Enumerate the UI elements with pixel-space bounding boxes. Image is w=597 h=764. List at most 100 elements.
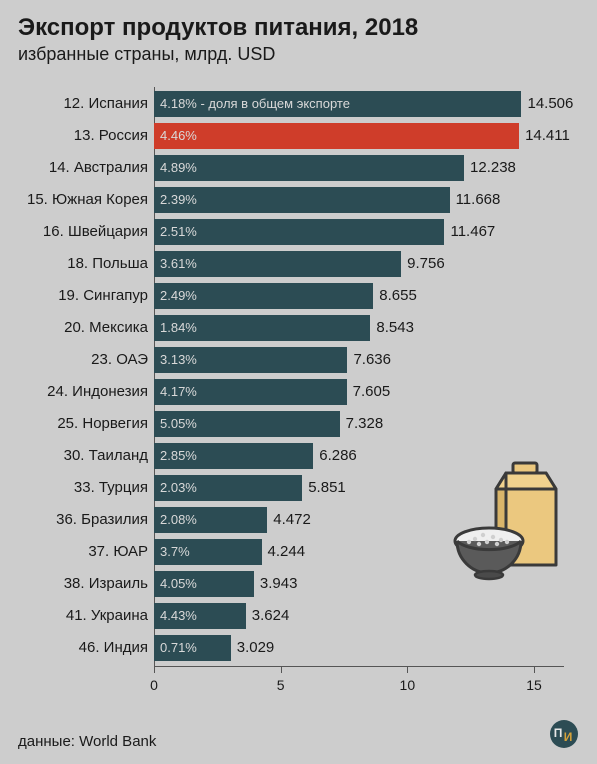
chart-title: Экспорт продуктов питания, 2018 [18, 14, 579, 42]
table-row: 12. Испания 4.18% - доля в общем экспорте… [18, 91, 579, 123]
bar-value-label: 14.411 [525, 123, 570, 149]
bar: 2.39% [154, 187, 450, 213]
country-label: 12. Испания [18, 91, 148, 117]
bar: 4.43% [154, 603, 246, 629]
country-label: 41. Украина [18, 603, 148, 629]
table-row: 20. Мексика 1.84% 8.543 [18, 315, 579, 347]
bar-pct-label: 2.51% [160, 219, 197, 245]
bar-pct-label: 4.46% [160, 123, 197, 149]
table-row: 14. Австралия 4.89% 12.238 [18, 155, 579, 187]
country-label: 20. Мексика [18, 315, 148, 341]
x-tick [534, 667, 535, 673]
country-label: 23. ОАЭ [18, 347, 148, 373]
bar-pct-label: 4.17% [160, 379, 197, 405]
bar-pct-label: 3.13% [160, 347, 197, 373]
logo-letter-1: П [554, 726, 563, 740]
bar-pct-label: 0.71% [160, 635, 197, 661]
bar-pct-label: 5.05% [160, 411, 197, 437]
bar-pct-label: 4.89% [160, 155, 197, 181]
x-tick [154, 667, 155, 673]
bar: 3.7% [154, 539, 262, 565]
logo-letter-2: И [564, 730, 573, 744]
bar-value-label: 3.624 [252, 603, 290, 629]
bar-value-label: 7.328 [346, 411, 384, 437]
bar: 2.51% [154, 219, 444, 245]
country-label: 25. Норвегия [18, 411, 148, 437]
publisher-logo-icon: П И [549, 719, 579, 754]
bar: 4.17% [154, 379, 347, 405]
table-row: 25. Норвегия 5.05% 7.328 [18, 411, 579, 443]
bar-value-label: 4.472 [273, 507, 311, 533]
bar-pct-label: 3.61% [160, 251, 197, 277]
table-row: 16. Швейцария2.51%11.467 [18, 219, 579, 251]
bar-value-label: 8.655 [379, 283, 417, 309]
bar-value-label: 8.543 [376, 315, 414, 341]
bar: 2.49% [154, 283, 373, 309]
table-row: 24. Индонезия 4.17% 7.605 [18, 379, 579, 411]
bar-value-label: 14.506 [527, 91, 573, 117]
country-label: 15. Южная Корея [18, 187, 148, 213]
bar-pct-label: 2.49% [160, 283, 197, 309]
bar: 2.85% [154, 443, 313, 469]
x-tick-label: 0 [150, 677, 158, 693]
country-label: 13. Россия [18, 123, 148, 149]
table-row: 13. Россия 4.46% 14.411 [18, 123, 579, 155]
x-tick [407, 667, 408, 673]
food-illustration-icon [451, 455, 571, 590]
bar-pct-label: 4.05% [160, 571, 197, 597]
bar-value-label: 3.943 [260, 571, 298, 597]
bar: 4.18% - доля в общем экспорте [154, 91, 521, 117]
x-tick-label: 15 [526, 677, 542, 693]
x-tick [281, 667, 282, 673]
bar-value-label: 11.668 [456, 187, 501, 213]
country-label: 16. Швейцария [18, 219, 148, 245]
bar: 3.61% [154, 251, 401, 277]
bar: 4.89% [154, 155, 464, 181]
country-label: 14. Австралия [18, 155, 148, 181]
bar-value-label: 4.244 [268, 539, 306, 565]
country-label: 18. Польша [18, 251, 148, 277]
table-row: 18. Польша 3.61% 9.756 [18, 251, 579, 283]
bar-value-label: 7.605 [353, 379, 391, 405]
bar-value-label: 7.636 [353, 347, 391, 373]
table-row: 19. Сингапур 2.49% 8.655 [18, 283, 579, 315]
country-label: 36. Бразилия [18, 507, 148, 533]
country-label: 33. Турция [18, 475, 148, 501]
bar: 2.08% [154, 507, 267, 533]
chart-subtitle: избранные страны, млрд. USD [18, 44, 579, 65]
country-label: 38. Израиль [18, 571, 148, 597]
bar: 2.03% [154, 475, 302, 501]
country-label: 19. Сингапур [18, 283, 148, 309]
bar: 0.71% [154, 635, 231, 661]
bar-pct-label: 2.39% [160, 187, 197, 213]
bar: 3.13% [154, 347, 347, 373]
x-tick-label: 10 [400, 677, 416, 693]
country-label: 24. Индонезия [18, 379, 148, 405]
bar-pct-label: 4.43% [160, 603, 197, 629]
country-label: 37. ЮАР [18, 539, 148, 565]
bar-value-label: 9.756 [407, 251, 445, 277]
bar-value-label: 6.286 [319, 443, 357, 469]
country-label: 46. Индия [18, 635, 148, 661]
bar: 5.05% [154, 411, 340, 437]
bar-pct-label: 2.03% [160, 475, 197, 501]
bar-pct-label: 2.85% [160, 443, 197, 469]
country-label: 30. Таиланд [18, 443, 148, 469]
bar-pct-label: 3.7% [160, 539, 190, 565]
x-tick-label: 5 [277, 677, 285, 693]
data-source-label: данные: World Bank [18, 733, 156, 750]
table-row: 41. Украина 4.43% 3.624 [18, 603, 579, 635]
bar-value-label: 12.238 [470, 155, 516, 181]
bar-chart: 0 5 10 15 12. Испания 4.18% - доля в общем э… [18, 87, 579, 699]
bar-pct-label: 4.18% - доля в общем экспорте [160, 91, 350, 117]
bar: 4.05% [154, 571, 254, 597]
bar: 1.84% [154, 315, 370, 341]
bar-value-label: 5.851 [308, 475, 346, 501]
table-row: 23. ОАЭ 3.13% 7.636 [18, 347, 579, 379]
bar-highlight: 4.46% [154, 123, 519, 149]
bar-value-label: 3.029 [237, 635, 275, 661]
table-row: 15. Южная Корея 2.39% 11.668 [18, 187, 579, 219]
bar-pct-label: 1.84% [160, 315, 197, 341]
bar-pct-label: 2.08% [160, 507, 197, 533]
table-row: 46. Индия 0.71% 3.029 [18, 635, 579, 667]
